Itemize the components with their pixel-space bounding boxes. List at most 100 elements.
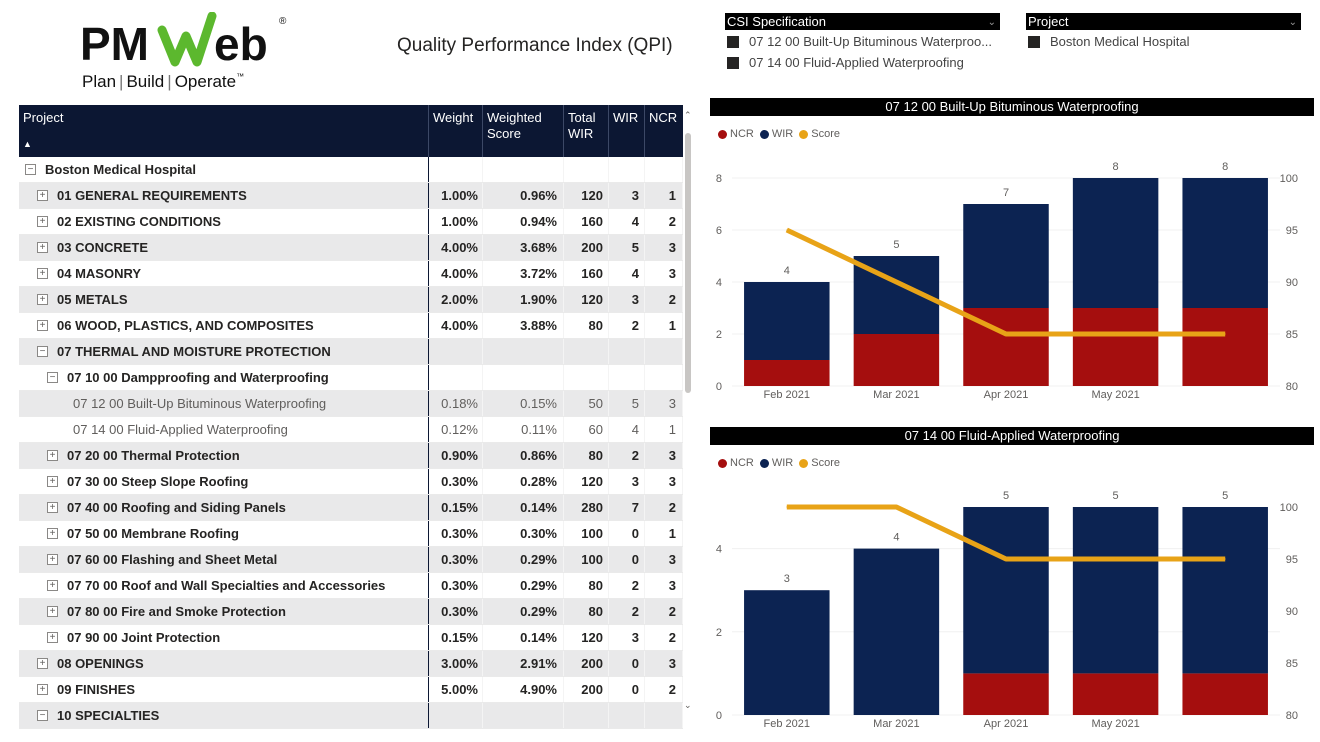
table-row[interactable]: 07 14 00 Fluid-Applied Waterproofing 0.12… bbox=[19, 417, 683, 443]
table-row[interactable]: +08 OPENINGS 3.00% 2.91% 200 0 3 bbox=[19, 651, 683, 677]
expand-icon[interactable]: + bbox=[37, 242, 48, 253]
weight-cell bbox=[429, 339, 483, 364]
wir-cell bbox=[609, 339, 645, 364]
table-row[interactable]: +07 70 00 Roof and Wall Specialties and … bbox=[19, 573, 683, 599]
expand-icon[interactable]: + bbox=[47, 580, 58, 591]
expand-icon[interactable]: + bbox=[37, 190, 48, 201]
score-point bbox=[1005, 558, 1007, 560]
table-row[interactable]: +07 50 00 Membrane Roofing 0.30% 0.30% 100 0… bbox=[19, 521, 683, 547]
bar-total-label: 5 bbox=[1113, 490, 1119, 502]
ncr-cell bbox=[645, 157, 683, 182]
project-slicer[interactable]: Project ⌄ Boston Medical Hospital bbox=[1026, 13, 1301, 51]
column-header-weighted-score[interactable]: Weighted Score bbox=[483, 105, 564, 157]
collapse-icon[interactable]: − bbox=[37, 710, 48, 721]
weighted-score-cell: 1.90% bbox=[483, 287, 564, 312]
bar-total-label: 5 bbox=[1003, 490, 1009, 502]
row-label: 07 THERMAL AND MOISTURE PROTECTION bbox=[57, 344, 331, 359]
legend-item-ncr[interactable]: NCR bbox=[718, 457, 754, 469]
column-header-weight[interactable]: Weight bbox=[429, 105, 483, 157]
expand-icon[interactable]: + bbox=[37, 658, 48, 669]
table-row[interactable]: +03 CONCRETE 4.00% 3.68% 200 5 3 bbox=[19, 235, 683, 261]
table-row[interactable]: +04 MASONRY 4.00% 3.72% 160 4 3 bbox=[19, 261, 683, 287]
table-row[interactable]: +02 EXISTING CONDITIONS 1.00% 0.94% 160 4 2 bbox=[19, 209, 683, 235]
expand-icon[interactable]: + bbox=[47, 554, 58, 565]
weight-cell: 0.30% bbox=[429, 573, 483, 598]
checkbox-icon[interactable] bbox=[727, 56, 739, 69]
ncr-cell: 3 bbox=[645, 469, 683, 494]
project-slicer-item[interactable]: Boston Medical Hospital bbox=[1026, 32, 1301, 51]
logo-tag-plan: Plan bbox=[82, 72, 117, 91]
csi-slicer-item[interactable]: 07 12 00 Built-Up Bituminous Waterproo..… bbox=[725, 32, 1000, 51]
legend-item-score[interactable]: Score bbox=[799, 457, 840, 469]
expand-icon[interactable]: + bbox=[47, 632, 58, 643]
table-row[interactable]: +07 60 00 Flashing and Sheet Metal 0.30% 0… bbox=[19, 547, 683, 573]
expand-icon[interactable]: + bbox=[47, 476, 58, 487]
scroll-up-arrow-icon[interactable]: ⌃ bbox=[684, 110, 692, 120]
collapse-icon[interactable]: − bbox=[47, 372, 58, 383]
weight-cell: 0.15% bbox=[429, 625, 483, 650]
table-row[interactable]: +07 90 00 Joint Protection 0.15% 0.14% 120 3… bbox=[19, 625, 683, 651]
legend-item-score[interactable]: Score bbox=[799, 128, 840, 140]
legend-item-ncr[interactable]: NCR bbox=[718, 128, 754, 140]
expand-icon[interactable]: + bbox=[47, 450, 58, 461]
expand-icon[interactable]: + bbox=[37, 294, 48, 305]
bar-total-label: 5 bbox=[1222, 490, 1228, 502]
table-row[interactable]: +05 METALS 2.00% 1.90% 120 3 2 bbox=[19, 287, 683, 313]
total-wir-cell: 50 bbox=[564, 391, 609, 416]
table-row[interactable]: +06 WOOD, PLASTICS, AND COMPOSITES 4.00% 3… bbox=[19, 313, 683, 339]
weight-cell bbox=[429, 157, 483, 182]
expand-icon[interactable]: + bbox=[37, 684, 48, 695]
weight-cell bbox=[429, 365, 483, 390]
table-row[interactable]: +07 40 00 Roofing and Siding Panels 0.15%… bbox=[19, 495, 683, 521]
table-row[interactable]: 07 12 00 Built-Up Bituminous Waterproofi… bbox=[19, 391, 683, 417]
total-wir-cell: 80 bbox=[564, 599, 609, 624]
chevron-down-icon[interactable]: ⌄ bbox=[1288, 17, 1297, 28]
table-row[interactable]: − Boston Medical Hospital bbox=[19, 157, 683, 183]
legend-item-wir[interactable]: WIR bbox=[759, 457, 793, 469]
column-header-ncr[interactable]: NCR bbox=[649, 110, 678, 125]
x-tick-label: May 2021 bbox=[1091, 718, 1139, 730]
row-label: 07 30 00 Steep Slope Roofing bbox=[67, 474, 249, 489]
checkbox-icon[interactable] bbox=[1028, 35, 1040, 48]
row-label-cell: +07 20 00 Thermal Protection bbox=[19, 443, 429, 468]
column-header-total-wir[interactable]: Total WIR bbox=[564, 105, 609, 157]
bar-total-label: 5 bbox=[893, 239, 899, 251]
expand-icon[interactable]: + bbox=[37, 216, 48, 227]
bar-total-label: 3 bbox=[784, 573, 790, 585]
total-wir-cell: 120 bbox=[564, 469, 609, 494]
expand-icon[interactable]: + bbox=[47, 606, 58, 617]
project-slicer-header[interactable]: Project ⌄ bbox=[1026, 13, 1301, 30]
report-title: Quality Performance Index (QPI) bbox=[397, 35, 673, 56]
collapse-icon[interactable]: − bbox=[37, 346, 48, 357]
row-label: 07 90 00 Joint Protection bbox=[67, 630, 221, 645]
table-row[interactable]: +01 GENERAL REQUIREMENTS 1.00% 0.96% 120 3 1 bbox=[19, 183, 683, 209]
matrix-scrollbar-thumb[interactable] bbox=[685, 133, 691, 393]
column-header-wir[interactable]: WIR bbox=[609, 105, 645, 157]
table-row[interactable]: +07 80 00 Fire and Smoke Protection 0.30%… bbox=[19, 599, 683, 625]
table-row[interactable]: −07 THERMAL AND MOISTURE PROTECTION bbox=[19, 339, 683, 365]
expand-icon[interactable]: + bbox=[37, 320, 48, 331]
csi-slicer-header[interactable]: CSI Specification ⌄ bbox=[725, 13, 1000, 30]
legend-item-wir[interactable]: WIR bbox=[759, 128, 793, 140]
expand-icon[interactable]: + bbox=[37, 268, 48, 279]
chevron-down-icon[interactable]: ⌄ bbox=[987, 17, 996, 28]
csi-specification-slicer[interactable]: CSI Specification ⌄ 07 12 00 Built-Up Bi… bbox=[725, 13, 1000, 72]
checkbox-icon[interactable] bbox=[727, 35, 739, 48]
table-row[interactable]: −10 SPECIALTIES bbox=[19, 703, 683, 729]
table-row[interactable]: +09 FINISHES 5.00% 4.90% 200 0 2 bbox=[19, 677, 683, 703]
row-label-cell: +08 OPENINGS bbox=[19, 651, 429, 676]
collapse-icon[interactable]: − bbox=[25, 164, 36, 175]
bar-ncr bbox=[963, 673, 1049, 715]
table-row[interactable]: +07 20 00 Thermal Protection 0.90% 0.86% 80… bbox=[19, 443, 683, 469]
expand-icon[interactable]: + bbox=[47, 528, 58, 539]
wir-cell: 2 bbox=[609, 599, 645, 624]
table-row[interactable]: −07 10 00 Dampproofing and Waterproofing bbox=[19, 365, 683, 391]
table-row[interactable]: +07 30 00 Steep Slope Roofing 0.30% 0.28% 1… bbox=[19, 469, 683, 495]
sort-ascending-icon[interactable]: ▲ bbox=[23, 139, 32, 149]
column-header-project[interactable]: Project ▲ bbox=[19, 105, 429, 157]
csi-slicer-item[interactable]: 07 14 00 Fluid-Applied Waterproofing bbox=[725, 53, 1000, 72]
ncr-cell: 3 bbox=[645, 391, 683, 416]
expand-icon[interactable]: + bbox=[47, 502, 58, 513]
wir-cell bbox=[609, 703, 645, 728]
scroll-down-arrow-icon[interactable]: ⌄ bbox=[684, 700, 692, 710]
